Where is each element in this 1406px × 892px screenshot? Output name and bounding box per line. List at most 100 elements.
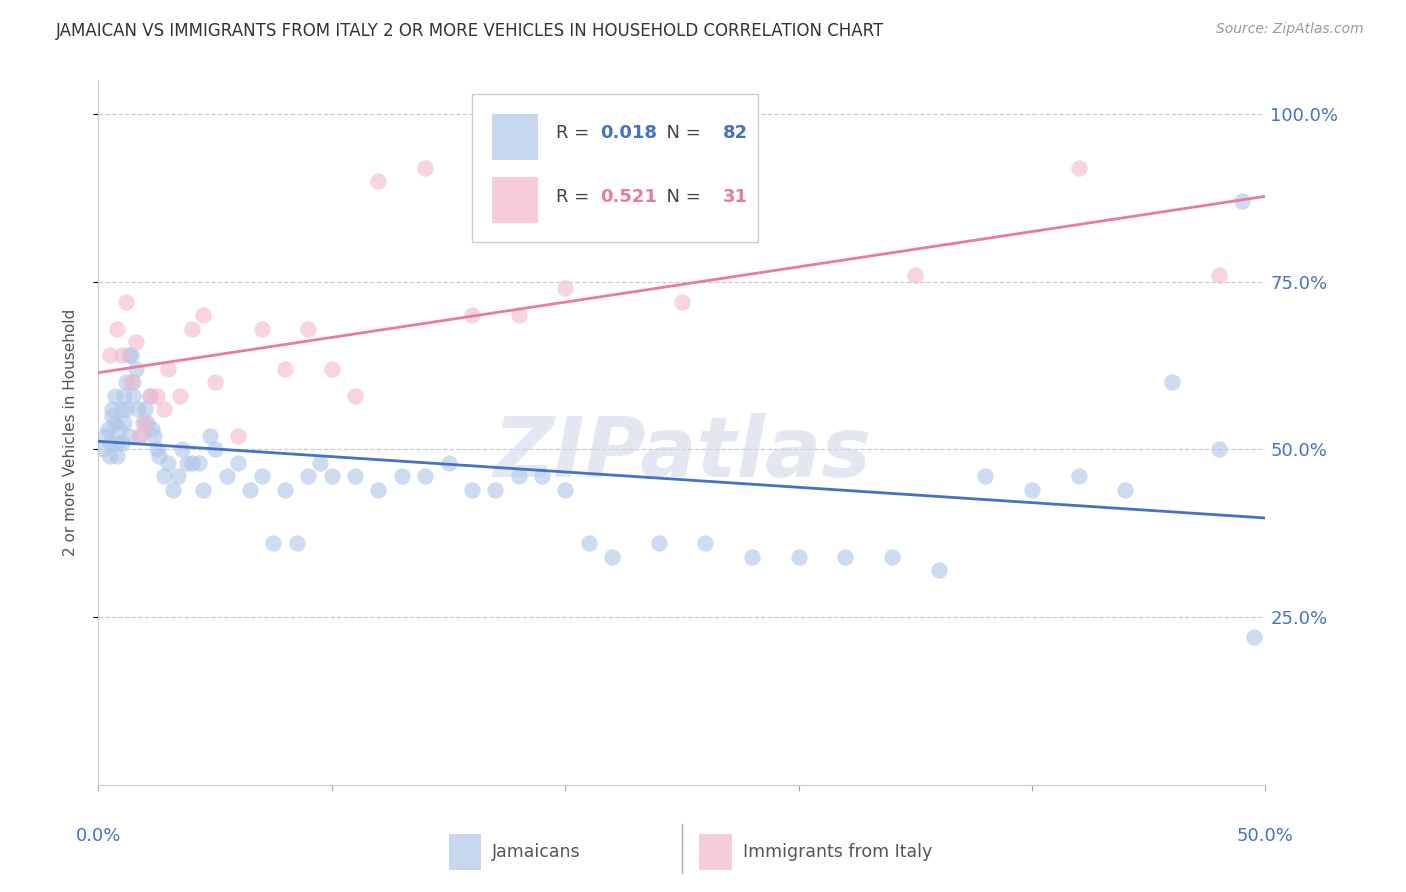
Point — [250, 469, 273, 483]
Text: Immigrants from Italy: Immigrants from Italy — [742, 843, 932, 861]
Point — [578, 536, 600, 550]
Point — [152, 402, 174, 417]
Point — [136, 416, 159, 430]
Point — [125, 334, 148, 349]
Point — [1208, 268, 1230, 282]
Text: 0.018: 0.018 — [600, 124, 657, 142]
Point — [180, 321, 202, 335]
Point — [105, 435, 128, 450]
Point — [508, 308, 530, 322]
Point — [367, 174, 389, 188]
Point — [139, 389, 162, 403]
Point — [880, 549, 903, 564]
Point — [391, 469, 413, 483]
Point — [215, 469, 238, 483]
Point — [239, 483, 262, 497]
Point — [152, 469, 174, 483]
Point — [148, 449, 170, 463]
Point — [105, 321, 128, 335]
Text: N =: N = — [655, 124, 707, 142]
Point — [118, 348, 141, 362]
Point — [129, 429, 152, 443]
Point — [1021, 483, 1043, 497]
Point — [321, 469, 343, 483]
Point — [134, 416, 156, 430]
Point — [120, 348, 142, 362]
Point — [554, 281, 576, 295]
Y-axis label: 2 or more Vehicles in Household: 2 or more Vehicles in Household — [63, 309, 77, 557]
Point — [200, 429, 222, 443]
Point — [600, 549, 623, 564]
Point — [1230, 194, 1253, 208]
Point — [695, 536, 717, 550]
Point — [108, 422, 131, 436]
Text: N =: N = — [655, 187, 707, 205]
Point — [262, 536, 284, 550]
Point — [157, 456, 180, 470]
Point — [309, 456, 332, 470]
Point — [166, 469, 188, 483]
Point — [437, 456, 460, 470]
Text: ZIPatlas: ZIPatlas — [494, 413, 870, 494]
Point — [484, 483, 506, 497]
Point — [193, 483, 215, 497]
Point — [274, 483, 297, 497]
Point — [143, 429, 166, 443]
Point — [111, 348, 134, 362]
Point — [122, 376, 145, 390]
Point — [297, 469, 319, 483]
Point — [1067, 469, 1090, 483]
Point — [146, 442, 169, 457]
Point — [111, 402, 134, 417]
Point — [176, 456, 198, 470]
Point — [97, 422, 120, 436]
Point — [187, 456, 209, 470]
Point — [1208, 442, 1230, 457]
Point — [787, 549, 810, 564]
Point — [904, 268, 927, 282]
Point — [162, 483, 184, 497]
Point — [508, 469, 530, 483]
Point — [285, 536, 308, 550]
Point — [228, 456, 250, 470]
Point — [321, 362, 343, 376]
Point — [112, 416, 135, 430]
FancyBboxPatch shape — [699, 834, 733, 870]
Point — [111, 435, 134, 450]
Text: Source: ZipAtlas.com: Source: ZipAtlas.com — [1216, 22, 1364, 37]
FancyBboxPatch shape — [492, 178, 538, 223]
FancyBboxPatch shape — [449, 834, 481, 870]
Point — [1161, 376, 1184, 390]
Point — [193, 308, 215, 322]
Point — [1243, 630, 1265, 644]
Text: 31: 31 — [723, 187, 748, 205]
Text: 50.0%: 50.0% — [1237, 827, 1294, 846]
Point — [741, 549, 763, 564]
Point — [834, 549, 856, 564]
Point — [91, 442, 114, 457]
Point — [974, 469, 997, 483]
Point — [647, 536, 669, 550]
Point — [98, 449, 121, 463]
Point — [134, 402, 156, 417]
Point — [413, 161, 436, 175]
Point — [98, 435, 121, 450]
Point — [180, 456, 202, 470]
Point — [122, 389, 145, 403]
Text: JAMAICAN VS IMMIGRANTS FROM ITALY 2 OR MORE VEHICLES IN HOUSEHOLD CORRELATION CH: JAMAICAN VS IMMIGRANTS FROM ITALY 2 OR M… — [56, 22, 884, 40]
Point — [169, 389, 191, 403]
Point — [250, 321, 273, 335]
Text: R =: R = — [555, 124, 595, 142]
Point — [461, 308, 484, 322]
Point — [101, 402, 124, 417]
Point — [105, 449, 128, 463]
Text: 82: 82 — [723, 124, 748, 142]
Point — [112, 389, 135, 403]
Point — [344, 469, 367, 483]
Point — [104, 416, 127, 430]
Point — [139, 389, 162, 403]
Point — [104, 389, 127, 403]
Point — [530, 469, 553, 483]
Point — [1067, 161, 1090, 175]
Point — [146, 389, 169, 403]
